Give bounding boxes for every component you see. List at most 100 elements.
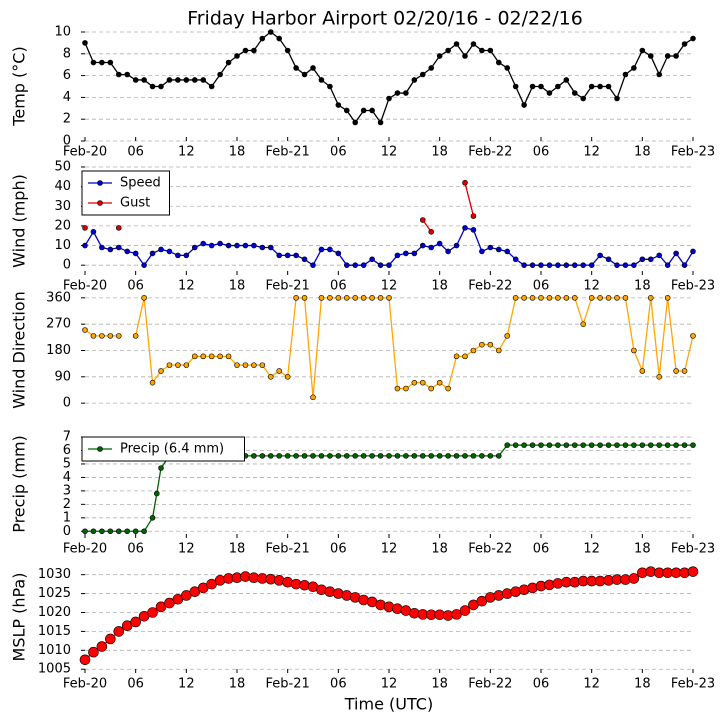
data-point	[597, 442, 603, 448]
data-point	[563, 77, 570, 83]
data-point	[107, 333, 114, 339]
data-point	[487, 244, 494, 251]
data-point	[580, 95, 587, 102]
data-point	[428, 244, 435, 251]
data-point	[681, 442, 688, 448]
data-point	[310, 453, 316, 459]
x-tick-label: 12	[583, 145, 600, 160]
data-point	[445, 453, 451, 459]
data-point	[242, 47, 249, 54]
data-point	[293, 295, 299, 301]
x-tick-label: Feb-23	[671, 279, 715, 294]
data-point	[614, 442, 620, 448]
data-point	[284, 453, 291, 459]
data-point	[149, 515, 156, 521]
data-point	[259, 362, 266, 368]
data-point	[191, 244, 198, 251]
data-point	[639, 256, 646, 263]
data-point	[259, 244, 266, 251]
x-tick-label: 18	[634, 279, 651, 294]
data-point	[538, 295, 544, 301]
x-tick-label: 12	[178, 145, 195, 160]
data-point	[673, 368, 679, 374]
y-tick-label: 3	[63, 483, 71, 498]
data-point	[521, 262, 527, 268]
y-tick-label: 1020	[38, 605, 71, 620]
data-point	[631, 65, 637, 71]
data-point	[647, 295, 654, 301]
data-point	[563, 442, 570, 448]
data-point	[479, 341, 485, 348]
data-point	[183, 362, 190, 368]
data-point	[681, 262, 688, 268]
data-point	[546, 442, 553, 448]
data-point	[690, 35, 696, 42]
data-point	[462, 179, 468, 186]
data-point	[538, 83, 544, 90]
data-point	[310, 65, 316, 71]
data-point	[504, 442, 511, 448]
y-tick-label: 50	[54, 160, 71, 175]
data-point	[343, 107, 350, 114]
x-tick-label: Feb-21	[266, 542, 310, 557]
data-point	[459, 605, 471, 616]
data-point	[622, 262, 629, 268]
data-point	[132, 528, 139, 535]
x-tick-label: Feb-21	[266, 677, 310, 692]
data-point	[673, 442, 679, 448]
data-point	[687, 566, 699, 577]
data-point	[470, 41, 477, 47]
data-point	[267, 374, 274, 380]
data-point	[521, 295, 527, 301]
data-point	[664, 53, 671, 59]
x-tick-label: 12	[381, 145, 398, 160]
data-point	[656, 442, 663, 448]
legend-box	[81, 170, 170, 216]
data-point	[234, 53, 240, 59]
legend-marker	[97, 446, 103, 452]
data-point	[504, 248, 511, 255]
data-point	[690, 442, 696, 448]
y-axis-label: Temp (°C)	[10, 46, 29, 126]
data-point	[487, 341, 494, 348]
data-point	[495, 453, 502, 459]
data-point	[386, 453, 392, 459]
data-point	[251, 453, 257, 459]
x-tick-label: 06	[330, 677, 347, 692]
x-tick-label: 06	[533, 145, 550, 160]
data-point	[563, 295, 570, 301]
data-point	[631, 262, 637, 268]
data-point	[436, 453, 443, 459]
data-point	[242, 242, 249, 249]
data-point	[495, 246, 502, 253]
data-point	[147, 607, 158, 618]
data-point	[360, 453, 367, 459]
x-tick-label: 12	[381, 677, 398, 692]
data-point	[99, 333, 105, 339]
data-point	[132, 250, 139, 257]
x-tick-label: Feb-22	[468, 279, 512, 294]
data-point	[191, 77, 198, 83]
data-point	[647, 442, 654, 448]
data-point	[267, 29, 274, 35]
x-tick-label: 12	[583, 542, 600, 557]
data-point	[335, 295, 342, 301]
data-point	[327, 453, 333, 459]
data-point	[504, 333, 511, 339]
data-point	[428, 385, 435, 392]
data-point	[403, 385, 409, 392]
data-point	[369, 453, 375, 459]
y-tick-label: 6	[63, 68, 71, 83]
data-point	[403, 250, 409, 257]
data-point	[293, 252, 299, 259]
data-point	[487, 47, 494, 54]
data-point	[656, 374, 663, 380]
data-point	[327, 295, 333, 301]
data-point	[234, 362, 240, 368]
data-point	[343, 262, 350, 268]
data-point	[284, 47, 291, 54]
data-point	[149, 379, 156, 386]
data-point	[225, 353, 232, 360]
data-point	[369, 256, 375, 263]
x-tick-label: Feb-22	[468, 145, 512, 160]
